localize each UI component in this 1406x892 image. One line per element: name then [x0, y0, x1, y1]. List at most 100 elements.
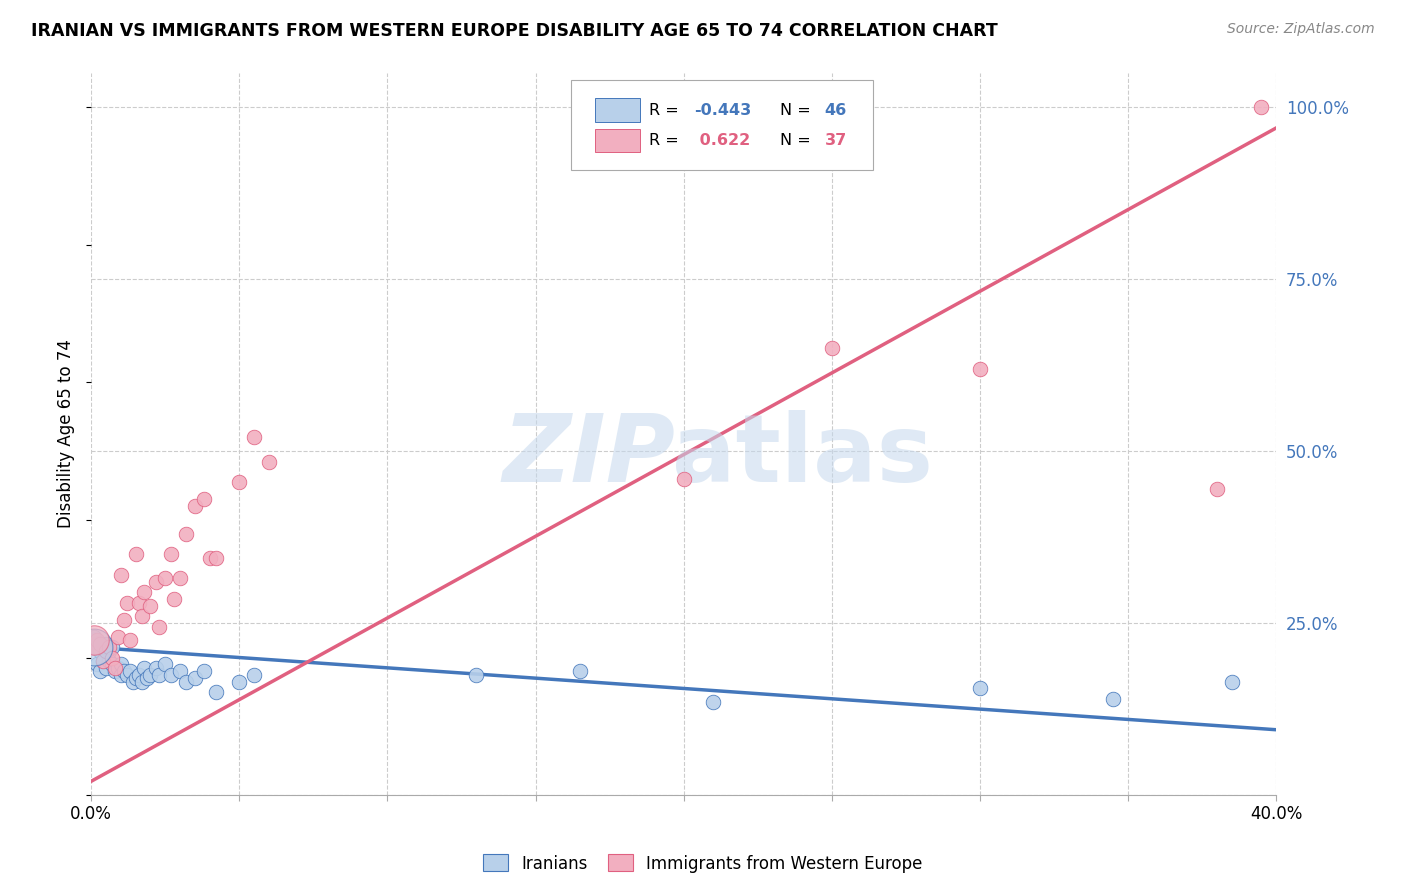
Point	[139, 667, 162, 681]
Point	[89, 643, 111, 657]
Point	[101, 650, 124, 665]
Point	[1250, 100, 1272, 114]
Point	[112, 665, 135, 679]
Point	[160, 667, 183, 681]
Text: N =: N =	[779, 103, 810, 118]
Text: Source: ZipAtlas.com: Source: ZipAtlas.com	[1227, 22, 1375, 37]
Point	[83, 640, 105, 655]
Point	[243, 667, 266, 681]
Point	[86, 657, 108, 672]
Point	[163, 592, 186, 607]
Point	[169, 571, 191, 585]
Point	[1205, 482, 1227, 496]
Point	[672, 472, 695, 486]
Point	[91, 654, 114, 668]
Point	[94, 637, 117, 651]
Point	[110, 568, 132, 582]
FancyBboxPatch shape	[595, 98, 640, 122]
Point	[91, 654, 114, 668]
Point	[145, 661, 167, 675]
Point	[86, 637, 108, 651]
Point	[124, 671, 146, 685]
Point	[193, 665, 215, 679]
Text: 37: 37	[825, 134, 846, 148]
Point	[128, 667, 150, 681]
Text: R =: R =	[650, 103, 679, 118]
Point	[257, 454, 280, 468]
Point	[115, 667, 138, 681]
Point	[134, 585, 156, 599]
Point	[110, 657, 132, 672]
Legend: Iranians, Immigrants from Western Europe: Iranians, Immigrants from Western Europe	[477, 847, 929, 880]
Point	[243, 430, 266, 444]
Point	[94, 661, 117, 675]
Point	[91, 640, 114, 655]
Point	[145, 574, 167, 589]
Point	[148, 619, 170, 633]
Point	[155, 571, 177, 585]
Point	[101, 657, 124, 672]
Point	[86, 633, 108, 648]
Point	[136, 671, 159, 685]
Point	[128, 595, 150, 609]
Point	[969, 681, 991, 696]
Point	[702, 695, 724, 709]
Point	[89, 637, 111, 651]
Point	[169, 665, 191, 679]
Point	[228, 475, 250, 490]
Point	[110, 667, 132, 681]
Point	[1102, 691, 1125, 706]
Point	[198, 550, 221, 565]
Point	[101, 640, 124, 655]
Point	[115, 595, 138, 609]
Point	[107, 630, 129, 644]
Point	[160, 547, 183, 561]
FancyBboxPatch shape	[571, 80, 873, 170]
Point	[204, 685, 226, 699]
Point	[131, 674, 153, 689]
Point	[121, 674, 143, 689]
Text: 46: 46	[825, 103, 846, 118]
Point	[184, 671, 207, 685]
Point	[94, 643, 117, 657]
Point	[228, 674, 250, 689]
Y-axis label: Disability Age 65 to 74: Disability Age 65 to 74	[58, 340, 75, 528]
Text: N =: N =	[779, 134, 810, 148]
Point	[568, 665, 591, 679]
Point	[97, 643, 120, 657]
Text: -0.443: -0.443	[695, 103, 752, 118]
Point	[118, 665, 141, 679]
Point	[124, 547, 146, 561]
Text: R =: R =	[650, 134, 679, 148]
Text: atlas: atlas	[672, 409, 932, 501]
Text: ZIP: ZIP	[502, 409, 675, 501]
Point	[83, 640, 105, 655]
Point	[134, 661, 156, 675]
Point	[1220, 674, 1243, 689]
Point	[83, 640, 105, 655]
Point	[89, 665, 111, 679]
Point	[969, 361, 991, 376]
Point	[155, 657, 177, 672]
Point	[184, 500, 207, 514]
Point	[97, 640, 120, 655]
Point	[174, 526, 197, 541]
Point	[107, 661, 129, 675]
Point	[83, 633, 105, 648]
Text: 0.622: 0.622	[695, 134, 751, 148]
Point	[112, 613, 135, 627]
Point	[97, 654, 120, 668]
Point	[83, 630, 105, 644]
Text: IRANIAN VS IMMIGRANTS FROM WESTERN EUROPE DISABILITY AGE 65 TO 74 CORRELATION CH: IRANIAN VS IMMIGRANTS FROM WESTERN EUROP…	[31, 22, 998, 40]
Point	[148, 667, 170, 681]
FancyBboxPatch shape	[595, 128, 640, 153]
Point	[174, 674, 197, 689]
Point	[104, 661, 127, 675]
Point	[204, 550, 226, 565]
Point	[139, 599, 162, 613]
Point	[83, 633, 105, 648]
Point	[131, 609, 153, 624]
Point	[193, 492, 215, 507]
Point	[821, 341, 844, 355]
Point	[118, 633, 141, 648]
